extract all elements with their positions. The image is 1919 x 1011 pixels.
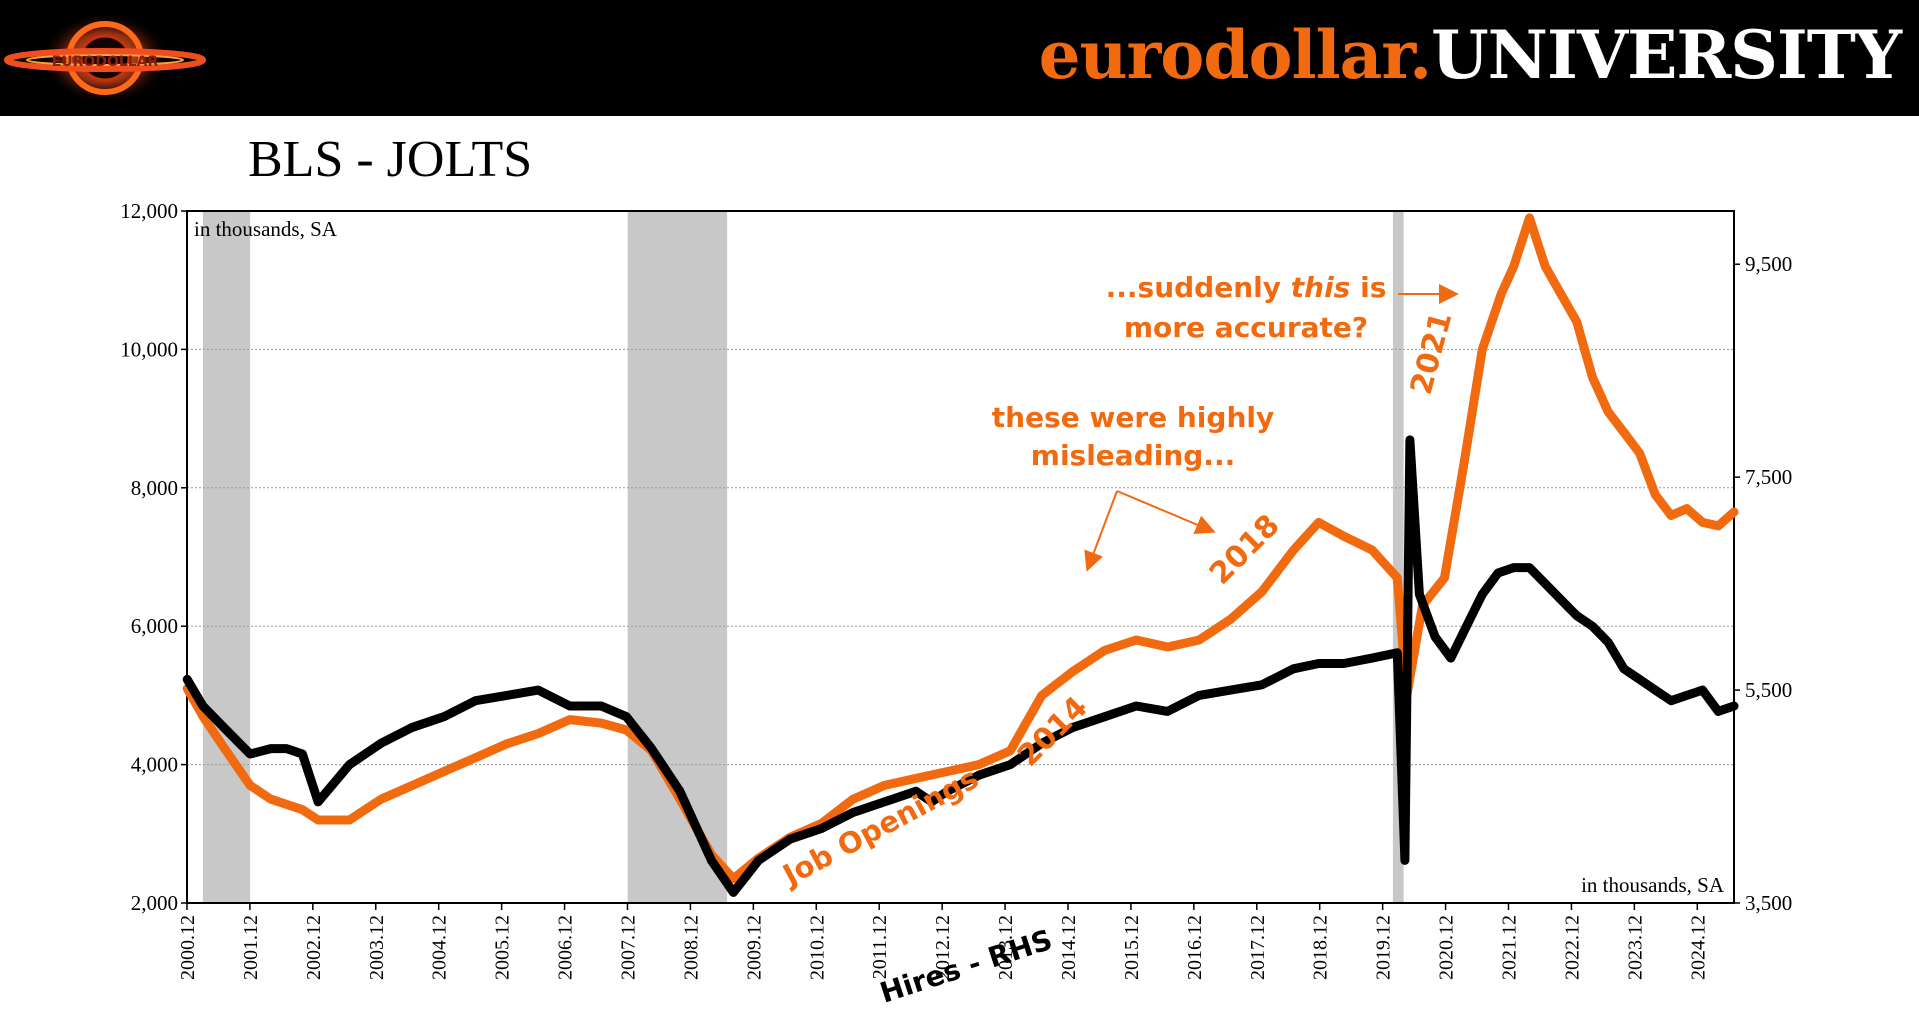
jolts-chart: BLS - JOLTS 2,000 4,000 6,000 8,000 10,000 12… (120, 131, 1792, 1010)
recession-band-3 (1392, 211, 1404, 903)
x-tick-label: 2020.12 (1436, 915, 1458, 980)
x-tick-label: 2009.12 (743, 915, 765, 980)
x-tick-label: 2017.12 (1247, 915, 1269, 980)
left-tick-label: 10,000 (120, 337, 178, 361)
right-tick-label: 5,500 (1745, 678, 1792, 702)
x-tick-label: 2000.12 (177, 915, 199, 980)
misleading-label-line1: these were highly (992, 401, 1274, 434)
accurate-label: more accurate? (1124, 311, 1368, 344)
misleading-label-line2: misleading... (1031, 439, 1235, 472)
job-openings-line (182, 213, 1739, 884)
brand-university: UNIVERSITY (1431, 16, 1902, 94)
x-tick-label: 2019.12 (1373, 915, 1395, 980)
gridlines (187, 348, 1734, 766)
x-tick-label: 2016.12 (1184, 915, 1206, 980)
x-axis: 2000.12 2001.12 2002.12 2003.12 2004.12 2005.… (177, 903, 1709, 980)
x-tick-label: 2013.12 (995, 915, 1017, 980)
brand-wordmark: eurodollar.UNIVERSITY (1038, 12, 1902, 98)
left-tick-label: 2,000 (131, 891, 178, 915)
suddenly-label-line1: ...suddenly this is (1106, 271, 1387, 304)
x-tick-label: 2003.12 (366, 915, 388, 980)
x-tick-label: 2022.12 (1561, 915, 1583, 980)
right-axis-unit-label: in thousands, SA (1581, 873, 1725, 897)
right-tick-label: 9,500 (1745, 252, 1792, 276)
x-tick-label: 2002.12 (303, 915, 325, 980)
arrow-to-2014 (1084, 490, 1118, 572)
x-tick-label: 2005.12 (492, 915, 514, 980)
suddenly-post: is (1350, 271, 1386, 304)
x-tick-label: 2018.12 (1310, 915, 1332, 980)
x-tick-label: 2014.12 (1058, 915, 1080, 980)
left-tick-label: 6,000 (131, 614, 178, 638)
chart-title: BLS - JOLTS (248, 131, 532, 188)
x-tick-label: 2011.12 (869, 915, 891, 979)
hires-label: Hires - RHS (876, 923, 1056, 1010)
x-tick-label: 2010.12 (806, 915, 828, 980)
x-tick-label: 2015.12 (1121, 915, 1143, 980)
header-bar: EURODOLLAR eurodollar.UNIVERSITY (0, 0, 1919, 116)
x-tick-label: 2008.12 (680, 915, 702, 980)
x-tick-label: 2012.12 (932, 915, 954, 980)
left-tick-label: 4,000 (131, 753, 178, 777)
left-axis-unit-label: in thousands, SA (194, 217, 338, 241)
brand-eurodollar: eurodollar. (1038, 16, 1433, 94)
arrow-to-2018 (1116, 490, 1216, 535)
series-lines (182, 213, 1739, 897)
right-axis: 3,500 5,500 7,500 9,500 (1734, 252, 1792, 915)
x-tick-label: 2024.12 (1687, 915, 1709, 980)
logo-wordmark: EURODOLLAR (52, 54, 159, 70)
x-tick-label: 2021.12 (1499, 915, 1521, 980)
year-2021-label: 2021 (1404, 308, 1459, 398)
x-tick-label: 2001.12 (240, 915, 262, 980)
right-tick-label: 3,500 (1745, 891, 1792, 915)
annotation-layer: Job Openings Hires - RHS these were high… (776, 271, 1460, 1010)
left-tick-label: 12,000 (120, 199, 178, 223)
suddenly-emphasis: this (1291, 271, 1351, 304)
eurodollar-logo: EURODOLLAR (2, 2, 208, 112)
x-tick-label: 2004.12 (429, 915, 451, 980)
recession-band-1 (202, 211, 251, 903)
left-tick-label: 8,000 (131, 476, 178, 500)
x-tick-label: 2023.12 (1624, 915, 1646, 980)
plot-frame (186, 210, 1735, 904)
logo-ring-icon: EURODOLLAR (4, 12, 206, 104)
x-tick-label: 2006.12 (555, 915, 577, 980)
x-tick-label: 2007.12 (617, 915, 639, 980)
annotation-arrows (1084, 284, 1459, 572)
hires-rhs-line (182, 435, 1739, 897)
left-axis: 2,000 4,000 6,000 8,000 10,000 12,000 (120, 199, 187, 915)
right-tick-label: 7,500 (1745, 465, 1792, 489)
suddenly-pre: ...suddenly (1106, 271, 1291, 304)
